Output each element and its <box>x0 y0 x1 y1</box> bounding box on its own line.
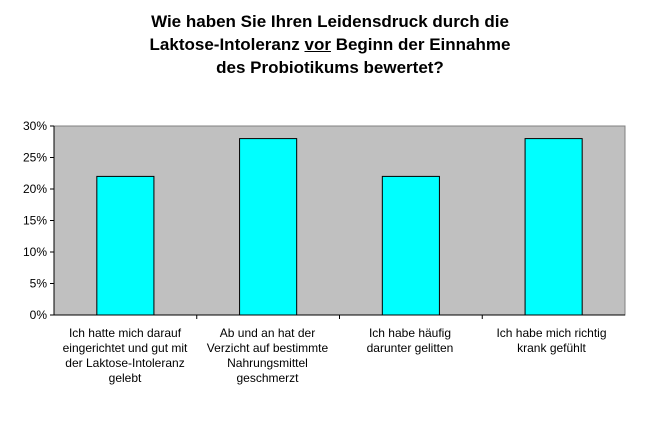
bar <box>96 175 155 316</box>
bar <box>239 138 298 316</box>
bar <box>524 138 583 316</box>
bar <box>381 175 440 316</box>
y-tick-label: 0% <box>30 308 48 322</box>
category-label: Ich habe häufig darunter gelitten <box>366 326 454 355</box>
category-label: Ab und an hat der Verzicht auf bestimmte… <box>206 326 329 385</box>
y-tick-label: 20% <box>23 182 47 196</box>
category-label: Ich habe mich richtig krank gefühlt <box>496 326 607 355</box>
y-tick-label: 5% <box>30 277 48 291</box>
chart-title: Wie haben Sie Ihren Leidensdruck durch d… <box>149 12 511 77</box>
category-label: Ich hatte mich darauf eingerichtet und g… <box>62 326 188 385</box>
y-tick-label: 10% <box>23 245 47 259</box>
y-tick-label: 25% <box>23 151 47 165</box>
y-tick-label: 15% <box>23 214 47 228</box>
y-tick-label: 30% <box>23 119 47 133</box>
